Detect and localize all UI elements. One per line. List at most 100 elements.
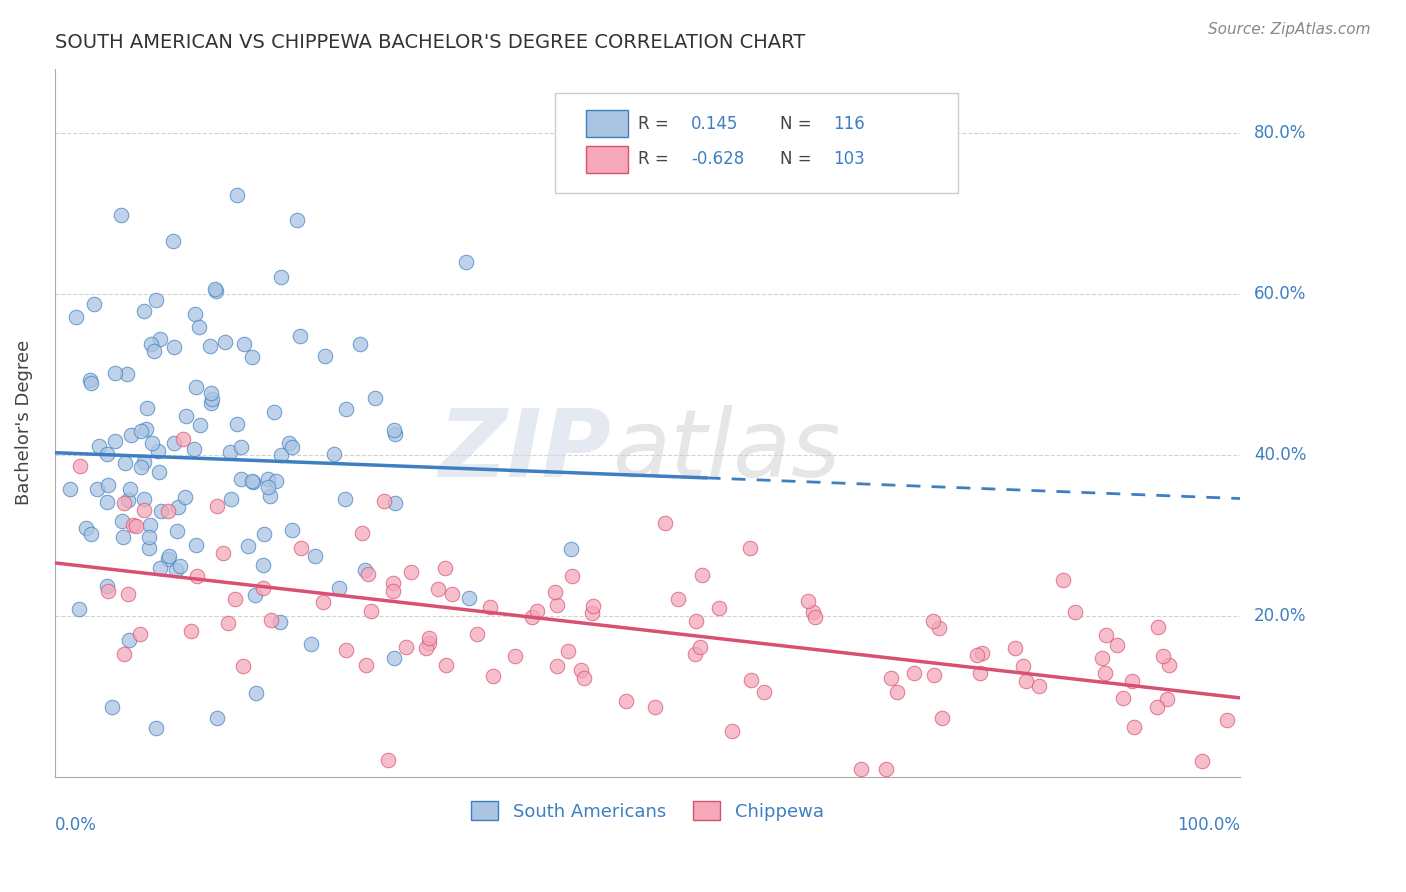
Point: [166, 524, 188, 538]
Point: [59, 482, 82, 496]
Text: 80.0%: 80.0%: [1254, 124, 1306, 142]
Point: [797, 594, 820, 608]
FancyBboxPatch shape: [586, 111, 628, 137]
Point: [129, 627, 152, 641]
Point: [1152, 649, 1174, 664]
Point: [1063, 605, 1085, 619]
Point: [434, 561, 457, 575]
Point: [281, 524, 304, 538]
Point: [335, 401, 357, 416]
Point: [252, 581, 274, 595]
Point: [290, 329, 312, 343]
Point: [156, 552, 179, 566]
Point: [96, 447, 118, 461]
Point: [478, 599, 501, 614]
Point: [240, 350, 263, 364]
Point: [434, 658, 457, 673]
Point: [352, 526, 374, 541]
Point: [312, 595, 335, 609]
Point: [96, 579, 118, 593]
Point: [146, 444, 169, 458]
Point: [117, 492, 139, 507]
Point: [80, 376, 103, 391]
Point: [166, 500, 188, 514]
Point: [921, 614, 943, 628]
Point: [183, 442, 205, 457]
Text: 60.0%: 60.0%: [1254, 285, 1306, 303]
Point: [364, 391, 387, 405]
Text: Source: ZipAtlas.com: Source: ZipAtlas.com: [1208, 22, 1371, 37]
Point: [1147, 619, 1170, 633]
Point: [174, 409, 197, 423]
Point: [561, 569, 583, 583]
Point: [259, 489, 281, 503]
Point: [382, 423, 405, 437]
Point: [138, 541, 160, 556]
Point: [139, 518, 162, 533]
Text: SOUTH AMERICAN VS CHIPPEWA BACHELOR'S DEGREE CORRELATION CHART: SOUTH AMERICAN VS CHIPPEWA BACHELOR'S DE…: [55, 33, 804, 52]
Point: [333, 492, 356, 507]
Point: [132, 303, 155, 318]
Point: [143, 343, 166, 358]
Point: [1107, 638, 1129, 652]
Point: [335, 643, 357, 657]
Point: [172, 432, 194, 446]
Point: [382, 650, 405, 665]
Point: [224, 591, 246, 606]
Point: [217, 615, 239, 630]
Point: [969, 666, 991, 681]
Point: [546, 598, 568, 612]
Point: [503, 648, 526, 663]
Point: [139, 337, 162, 351]
Point: [418, 631, 440, 645]
Point: [903, 665, 925, 680]
Point: [162, 234, 184, 248]
Text: 0.145: 0.145: [692, 115, 738, 133]
Text: N =: N =: [780, 150, 811, 169]
Point: [520, 610, 543, 624]
Point: [104, 366, 127, 380]
Point: [269, 615, 291, 630]
Point: [87, 439, 110, 453]
Point: [264, 474, 287, 488]
Point: [666, 592, 689, 607]
Point: [174, 490, 197, 504]
Point: [357, 566, 380, 581]
Point: [614, 693, 637, 707]
Point: [581, 606, 603, 620]
Point: [150, 503, 173, 517]
Point: [184, 307, 207, 321]
Point: [304, 549, 326, 563]
Point: [285, 212, 308, 227]
Point: [572, 671, 595, 685]
Point: [381, 575, 404, 590]
Point: [221, 492, 243, 507]
Point: [138, 530, 160, 544]
Point: [226, 188, 249, 202]
Point: [145, 293, 167, 308]
Point: [245, 685, 267, 699]
Point: [683, 647, 706, 661]
Point: [1216, 713, 1239, 727]
Point: [328, 582, 350, 596]
Point: [204, 282, 226, 296]
Point: [849, 762, 872, 776]
Point: [384, 426, 406, 441]
Point: [1156, 692, 1178, 706]
Point: [86, 482, 108, 496]
Point: [226, 417, 249, 432]
Point: [690, 568, 713, 582]
Point: [118, 482, 141, 496]
Point: [707, 601, 730, 615]
Point: [1146, 699, 1168, 714]
Point: [323, 447, 346, 461]
Point: [200, 385, 222, 400]
Point: [163, 340, 186, 354]
Point: [69, 459, 91, 474]
Point: [360, 604, 382, 618]
Text: 100.0%: 100.0%: [1177, 815, 1240, 833]
Point: [165, 563, 187, 577]
Point: [526, 604, 548, 618]
Text: N =: N =: [780, 115, 811, 133]
Point: [83, 297, 105, 311]
